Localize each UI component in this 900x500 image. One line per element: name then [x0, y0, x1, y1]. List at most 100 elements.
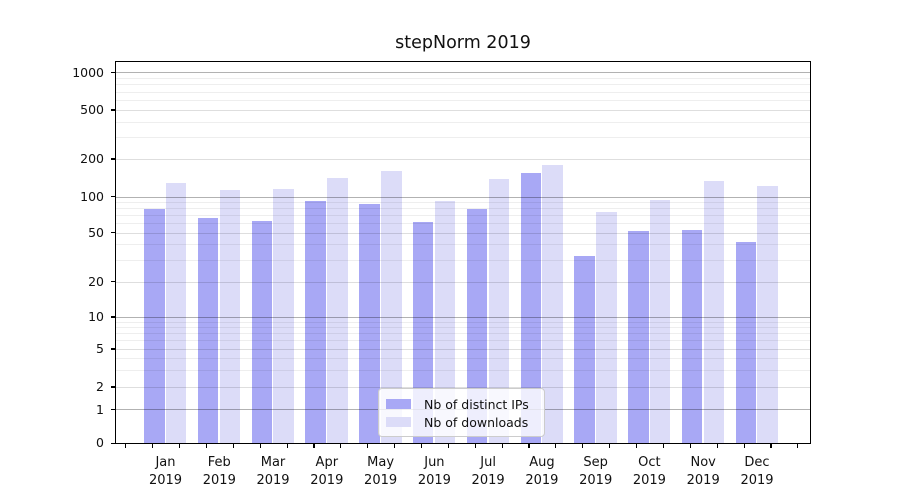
x-tick-month: Jul — [480, 455, 496, 470]
gridline-minor-400 — [116, 121, 810, 123]
x-axis-tick-mark — [340, 443, 342, 448]
gridline-minor-800 — [116, 84, 810, 86]
x-axis-tick-mark — [420, 443, 423, 448]
y-axis-tick-label-50: 50 — [88, 224, 104, 240]
gridline-minor-90 — [116, 202, 810, 203]
y-axis-tick-mark-50 — [111, 232, 115, 234]
x-axis-tick-mark — [582, 443, 584, 448]
x-axis-tick-mark — [125, 443, 127, 448]
x-axis-tick-mark — [474, 443, 476, 448]
x-axis-tick-mark — [313, 443, 315, 448]
x-axis-tick-mark — [259, 443, 261, 448]
y-axis-tick-label-2: 2 — [96, 379, 104, 394]
bar-nb-of-downloads-sep-2019 — [596, 212, 617, 444]
bars-layer — [116, 62, 810, 444]
x-axis-tick-mark — [152, 443, 154, 448]
x-tick-year: 2019 — [686, 473, 720, 488]
bar-nb-of-downloads-oct-2019 — [649, 200, 671, 444]
x-tick-year: 2019 — [740, 473, 774, 488]
x-tick-month: Dec — [744, 455, 770, 470]
y-axis-tick-mark-20 — [111, 281, 115, 283]
legend-label-distinct-ips: Nb of distinct IPs — [424, 396, 529, 412]
x-tick-month: Oct — [638, 455, 661, 470]
gridline-minor-600 — [116, 99, 810, 101]
x-axis-tick-mark — [205, 443, 207, 448]
legend-label-downloads: Nb of downloads — [424, 414, 529, 430]
y-axis-tick-label-100: 100 — [80, 188, 104, 204]
gridline-minor-70 — [116, 215, 810, 216]
gridline-minor-60 — [116, 223, 810, 224]
legend-swatch-downloads — [386, 417, 411, 427]
x-tick-month: Mar — [260, 455, 286, 470]
y-axis-tick-label-500: 500 — [80, 102, 104, 117]
y-axis-tick-label-0: 0 — [96, 435, 104, 451]
gridline-major-10 — [116, 316, 810, 318]
bar-nb-of-distinct-ips-nov-2019 — [681, 229, 703, 444]
bar-nb-of-downloads-aug-2019 — [542, 164, 563, 444]
y-axis-tick-mark-200 — [111, 158, 115, 160]
bar-nb-of-downloads-jun-2019 — [434, 200, 456, 444]
x-axis-tick-mark — [770, 443, 772, 448]
bar-nb-of-downloads-jul-2019 — [488, 179, 510, 444]
x-axis-tick-mark — [689, 443, 691, 448]
x-axis-tick-mark — [716, 443, 718, 448]
x-axis-tick-label-jan: Jan 2019 — [136, 454, 196, 490]
bar-nb-of-downloads-mar-2019 — [273, 188, 294, 444]
x-tick-year: 2019 — [364, 473, 398, 488]
x-axis-tick-mark — [528, 443, 530, 448]
x-tick-year: 2019 — [202, 473, 236, 488]
bar-nb-of-downloads-feb-2019 — [219, 190, 241, 444]
y-axis-tick-mark-1000 — [111, 71, 115, 74]
gridline-minor-7 — [116, 333, 810, 335]
x-tick-year: 2019 — [256, 473, 290, 488]
gridline-major-100 — [116, 196, 810, 198]
legend-item-distinct-ips: Nb of distinct IPs — [386, 395, 536, 413]
bar-nb-of-downloads-jan-2019 — [165, 183, 187, 444]
gridline-minor-700 — [116, 91, 810, 93]
x-axis-tick-mark — [609, 443, 611, 448]
x-axis-tick-mark — [367, 443, 369, 448]
x-axis-tick-label-mar: Mar 2019 — [243, 454, 303, 490]
gridline-sub-5 — [116, 348, 810, 350]
x-axis-tick-label-dec: Dec 2019 — [727, 454, 787, 490]
x-tick-month: Sep — [583, 455, 608, 470]
bar-nb-of-distinct-ips-dec-2019 — [735, 241, 757, 444]
bar-nb-of-distinct-ips-feb-2019 — [197, 218, 219, 444]
x-axis-tick-label-feb: Feb 2019 — [189, 454, 249, 490]
bar-nb-of-downloads-nov-2019 — [703, 180, 725, 444]
gridline-minor-300 — [116, 137, 810, 139]
x-axis-tick-mark — [797, 443, 799, 448]
y-axis-tick-label-1: 1 — [96, 401, 104, 417]
x-axis-tick-mark — [394, 443, 396, 448]
y-axis-tick-label-20: 20 — [88, 273, 104, 289]
x-axis-tick-mark — [178, 443, 181, 448]
x-axis-tick-mark — [662, 443, 665, 448]
bar-nb-of-downloads-may-2019 — [381, 170, 402, 444]
gridline-sub-2 — [116, 386, 810, 388]
chart-title: stepNorm 2019 — [395, 33, 531, 53]
gridline-minor-30 — [116, 259, 810, 261]
gridline-sub-50 — [116, 232, 810, 234]
x-tick-year: 2019 — [632, 473, 666, 488]
x-axis-tick-mark — [447, 443, 449, 448]
bar-nb-of-distinct-ips-jun-2019 — [412, 222, 434, 444]
x-tick-month: Jun — [424, 455, 445, 470]
x-tick-month: Feb — [207, 455, 231, 470]
x-axis-tick-label-may: May 2019 — [351, 454, 411, 490]
gridline-minor-4 — [116, 358, 810, 360]
x-axis-tick-label-jun: Jun 2019 — [404, 454, 464, 490]
y-axis-tick-mark-500 — [111, 109, 115, 111]
gridline-sub-500 — [116, 109, 810, 111]
x-tick-year: 2019 — [525, 473, 559, 488]
x-axis-tick-mark — [636, 443, 638, 448]
x-axis-tick-mark — [555, 443, 557, 448]
x-tick-month: Apr — [315, 455, 339, 470]
gridlines-layer — [116, 62, 810, 443]
y-axis-tick-label-10: 10 — [88, 309, 104, 324]
bar-nb-of-downloads-apr-2019 — [327, 178, 348, 444]
legend: Nb of distinct IPs Nb of downloads — [378, 388, 545, 437]
x-tick-year: 2019 — [417, 473, 451, 488]
x-axis-tick-mark — [232, 443, 234, 448]
